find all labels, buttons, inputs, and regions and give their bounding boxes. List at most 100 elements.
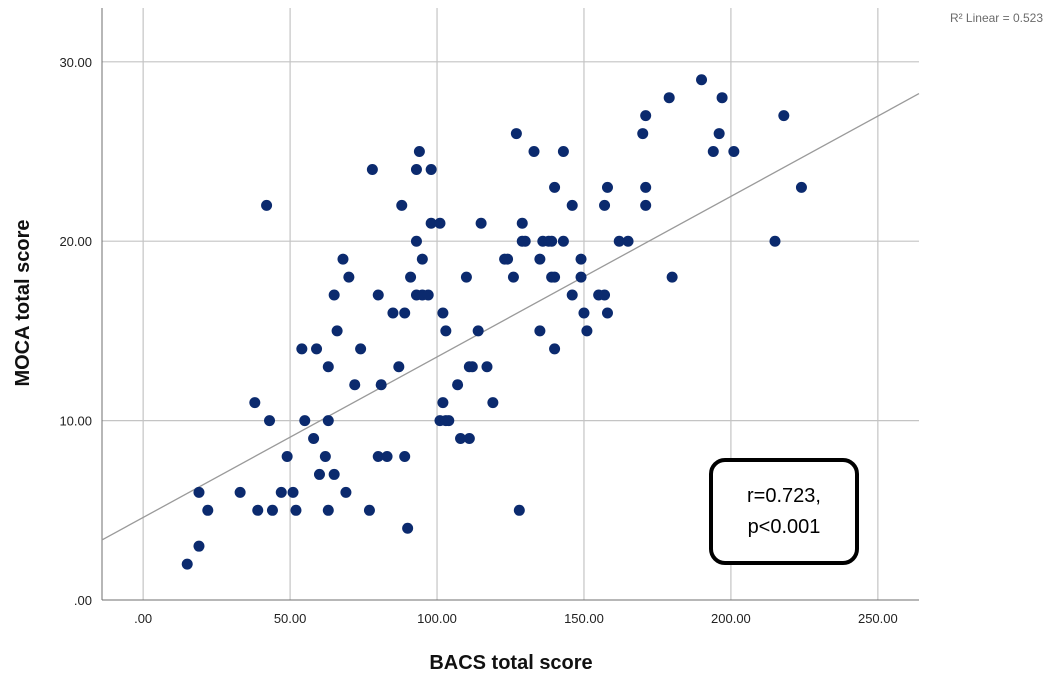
data-point [355, 343, 367, 355]
data-point [381, 450, 393, 462]
data-point [728, 146, 740, 158]
data-point [328, 468, 340, 480]
y-tick-labels: .00 10.00 20.00 30.00 [59, 55, 92, 608]
data-point [322, 504, 334, 516]
data-point [234, 486, 246, 498]
data-point [513, 504, 525, 516]
data-point [275, 486, 287, 498]
axis-frame [101, 8, 919, 601]
data-points [181, 74, 807, 570]
data-point [372, 450, 384, 462]
data-point [663, 92, 675, 104]
data-point [322, 361, 334, 373]
data-point [460, 271, 472, 283]
data-point [549, 271, 561, 283]
data-point [534, 253, 546, 265]
data-point [578, 307, 590, 319]
x-axis-title: BACS total score [429, 652, 592, 674]
data-point [425, 217, 437, 229]
data-point [707, 146, 719, 158]
data-point [296, 343, 308, 355]
data-point [599, 199, 611, 211]
data-point [452, 379, 464, 391]
data-point [566, 199, 578, 211]
data-point [311, 343, 323, 355]
x-tick-label: 250.00 [858, 611, 898, 626]
data-point [281, 450, 293, 462]
data-point [575, 271, 587, 283]
data-point [487, 397, 499, 409]
data-point [581, 325, 593, 337]
correlation-p-text: p<0.001 [748, 516, 821, 538]
data-point [337, 253, 349, 265]
data-point [434, 217, 446, 229]
data-point [313, 468, 325, 480]
data-point [393, 361, 405, 373]
data-point [481, 361, 493, 373]
data-point [416, 253, 428, 265]
data-point [322, 415, 334, 427]
data-point [193, 486, 205, 498]
data-point [249, 397, 261, 409]
data-point [193, 540, 205, 552]
data-point [422, 289, 434, 301]
data-point [261, 199, 273, 211]
gridlines [102, 8, 919, 600]
data-point [202, 504, 214, 516]
data-point [425, 163, 437, 175]
data-point [410, 235, 422, 247]
data-point [290, 504, 302, 516]
y-axis-title: MOCA total score [12, 219, 34, 386]
data-point [778, 110, 790, 122]
data-point [601, 307, 613, 319]
x-tick-label: 100.00 [417, 611, 457, 626]
x-tick-label: 200.00 [711, 611, 751, 626]
data-point [455, 433, 467, 445]
regression-fit-line [101, 93, 920, 541]
x-tick-label: 150.00 [564, 611, 604, 626]
data-point [528, 146, 540, 158]
data-point [440, 325, 452, 337]
data-point [557, 235, 569, 247]
data-point [534, 325, 546, 337]
y-tick-label: 20.00 [59, 234, 92, 249]
data-point [396, 199, 408, 211]
data-point [366, 163, 378, 175]
data-point [640, 199, 652, 211]
y-tick-label: 10.00 [59, 414, 92, 429]
data-point [795, 181, 807, 193]
data-point [343, 271, 355, 283]
y-tick-label: .00 [74, 593, 92, 608]
y-tick-label: 30.00 [59, 55, 92, 70]
data-point [516, 217, 528, 229]
data-point [437, 397, 449, 409]
data-point [387, 307, 399, 319]
data-point [328, 289, 340, 301]
correlation-r-text: r=0.723, [747, 485, 821, 507]
data-point [405, 271, 417, 283]
correlation-annotation-box: r=0.723, p<0.001 [709, 458, 859, 565]
data-point [769, 235, 781, 247]
data-point [437, 307, 449, 319]
data-point [566, 289, 578, 301]
data-point [546, 235, 558, 247]
data-point [349, 379, 361, 391]
data-point [287, 486, 299, 498]
data-point [713, 128, 725, 140]
x-tick-label: .00 [134, 611, 152, 626]
data-point [557, 146, 569, 158]
data-point [299, 415, 311, 427]
data-point [410, 163, 422, 175]
data-point [696, 74, 708, 86]
data-point [599, 289, 611, 301]
data-point [463, 433, 475, 445]
data-point [181, 558, 193, 570]
data-point [549, 343, 561, 355]
data-point [319, 450, 331, 462]
data-point [340, 486, 352, 498]
data-point [399, 450, 411, 462]
data-point [640, 110, 652, 122]
data-point [613, 235, 625, 247]
data-point [363, 504, 375, 516]
